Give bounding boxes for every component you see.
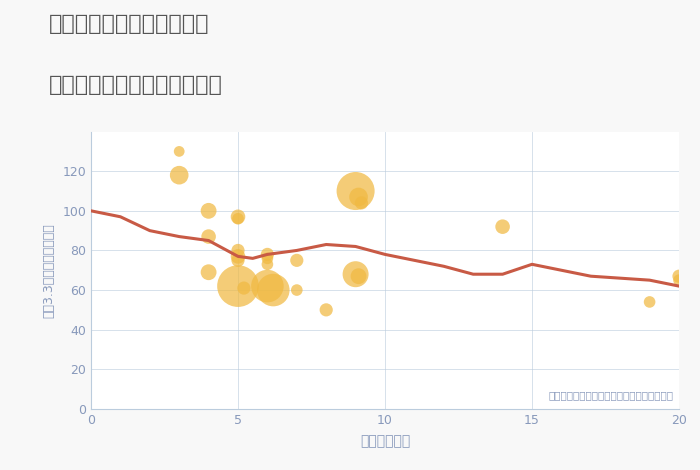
Point [644,298,655,306]
Point [232,215,244,222]
Point [203,268,214,276]
Point [262,282,273,290]
Point [203,207,214,215]
Point [353,273,364,280]
Point [262,260,273,268]
Text: 駅距離別中古マンション価格: 駅距離別中古マンション価格 [49,75,223,95]
Point [350,187,361,195]
Point [232,257,244,264]
Point [350,270,361,278]
Point [673,276,685,284]
Point [238,284,249,292]
Point [232,253,244,260]
Point [203,233,214,240]
Point [353,193,364,201]
Point [232,247,244,254]
Point [232,282,244,290]
Point [356,199,367,207]
Point [291,286,302,294]
Point [174,172,185,179]
X-axis label: 駅距離（分）: 駅距離（分） [360,434,410,448]
Point [174,148,185,155]
Point [267,286,279,294]
Text: 兵庫県神戸市西区北山台の: 兵庫県神戸市西区北山台の [49,14,209,34]
Point [262,255,273,262]
Point [497,223,508,230]
Point [673,273,685,280]
Y-axis label: 坪（3.3㎡）単価（万円）: 坪（3.3㎡）単価（万円） [42,223,55,318]
Point [262,251,273,258]
Point [232,213,244,220]
Text: 円の大きさは、取引のあった物件面積を示す: 円の大きさは、取引のあった物件面積を示す [548,391,673,400]
Point [321,306,332,313]
Point [291,257,302,264]
